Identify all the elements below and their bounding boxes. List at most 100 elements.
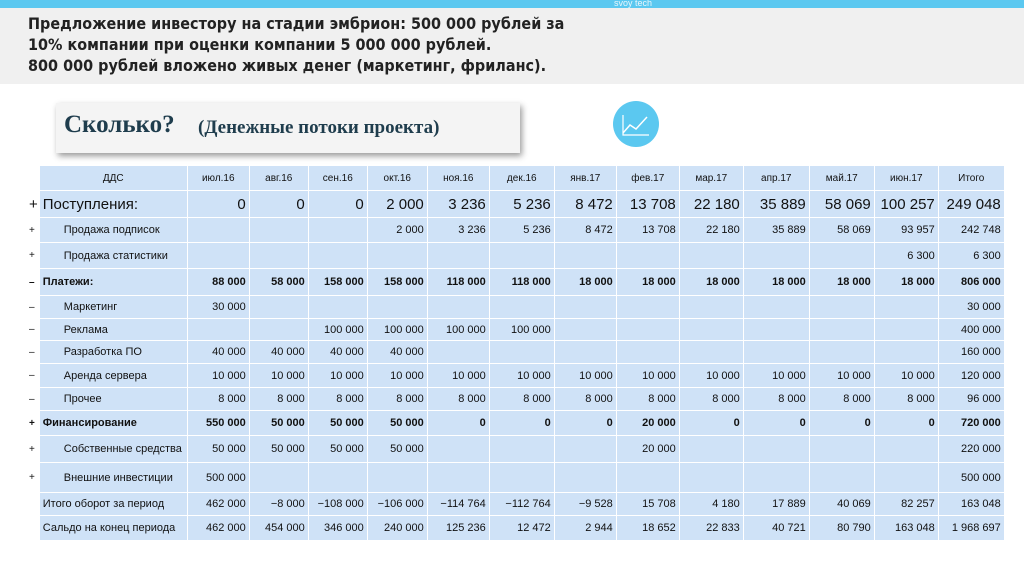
sign-cell [27,515,40,541]
value-cell: 10 000 [488,363,555,388]
value-cell: 8 000 [615,387,680,411]
value-cell: 18 000 [553,268,617,296]
value-cell [742,242,810,269]
header-line: 800 000 рублей вложено живых денег (марк… [28,56,547,75]
value-cell: 249 048 [937,190,1005,218]
table-row: – Аренда сервера 10 000 10 000 10 000 10 000 1… [27,363,1005,388]
value-cell: 10 000 [307,363,368,388]
value-cell: 50 000 [307,435,368,463]
value-cell: 118 000 [426,268,490,296]
value-cell [307,217,368,243]
value-cell: 50 000 [186,435,250,463]
value-cell [742,435,810,463]
value-cell [873,340,939,364]
value-cell: 454 000 [248,515,309,541]
value-cell: 500 000 [186,462,250,493]
value-cell: 10 000 [742,363,810,388]
value-cell: −108 000 [307,492,368,516]
value-cell [678,295,744,319]
table-row: + Финансирование 550 000 50 000 50 000 50 000… [27,410,1005,436]
value-cell [366,462,428,493]
value-cell [615,462,680,493]
value-cell: 15 708 [615,492,680,516]
value-cell [873,295,939,319]
value-cell [553,340,617,364]
value-cell: 500 000 [937,462,1005,493]
table-row: Итого оборот за период 462 000 −8 000 −108 … [27,492,1005,516]
value-cell [426,295,490,319]
value-cell [553,318,617,341]
value-cell [873,318,939,341]
sign-cell: – [27,295,40,319]
value-cell: 10 000 [248,363,309,388]
table-row: + Внешние инвестиции 500 000 500 000 [27,462,1005,493]
value-cell [615,340,680,364]
sign-cell: – [27,340,40,364]
value-cell: 0 [426,410,490,436]
chart-icon [613,101,659,147]
value-cell [742,340,810,364]
value-cell: 8 472 [553,217,617,243]
value-cell [426,242,490,269]
table-row: + Продажа статистики 6 300 6 300 [27,242,1005,269]
value-cell [186,217,250,243]
value-cell: 163 048 [937,492,1005,516]
value-cell: 18 000 [678,268,744,296]
value-cell: 35 889 [742,190,810,218]
value-cell [488,435,555,463]
column-header: фев.17 [615,165,680,191]
value-cell [615,318,680,341]
column-header: мар.17 [678,165,744,191]
value-cell [488,462,555,493]
value-cell: 17 889 [742,492,810,516]
icon-graphic [622,115,649,136]
value-cell [678,340,744,364]
value-cell: 400 000 [937,318,1005,341]
table-row: Сальдо на конец периода 462 000 454 000 346… [27,515,1005,541]
brand: svoy tech [614,0,653,8]
sign-cell: – [27,318,40,341]
row-label: Прочее [38,387,188,411]
column-header: апр.17 [742,165,810,191]
value-cell: 58 000 [248,268,309,296]
value-cell: 40 000 [366,340,428,364]
column-header: июн.17 [873,165,939,191]
header-line: Предложение инвестору на стадии эмбрион:… [28,14,565,33]
row-label: Платежи: [38,268,188,296]
column-header: сен.16 [307,165,368,191]
value-cell: 8 000 [873,387,939,411]
value-cell: 346 000 [307,515,368,541]
value-cell: 6 300 [937,242,1005,269]
value-cell: 18 000 [615,268,680,296]
value-cell: 8 000 [366,387,428,411]
row-label: Сальдо на конец периода [38,515,188,541]
value-cell [553,435,617,463]
value-cell: −106 000 [366,492,428,516]
table-row: – Реклама 100 000 100 000 100 000 100 000 400 … [27,318,1005,341]
value-cell [186,242,250,269]
value-cell [488,295,555,319]
row-label: Финансирование [38,410,188,436]
value-cell: 125 236 [426,515,490,541]
column-header: ДДС [38,165,188,191]
row-label: Продажа статистики [38,242,188,269]
value-cell: 8 000 [307,387,368,411]
value-cell: 18 652 [615,515,680,541]
value-cell [366,242,428,269]
table-row: – Прочее 8 000 8 000 8 000 8 000 8 000 8 000 8 0… [27,387,1005,411]
value-cell: 30 000 [937,295,1005,319]
value-cell: 22 180 [678,190,744,218]
sign-cell: – [27,268,40,296]
value-cell [678,318,744,341]
value-cell: 242 748 [937,217,1005,243]
value-cell: 158 000 [366,268,428,296]
value-cell [248,242,309,269]
subtitle-main: Сколько? [64,111,175,138]
value-cell: 18 000 [808,268,875,296]
column-header: янв.17 [553,165,617,191]
value-cell: 10 000 [615,363,680,388]
value-cell: 18 000 [742,268,810,296]
value-cell: 88 000 [186,268,250,296]
value-cell [248,295,309,319]
sign-cell: + [27,462,40,493]
